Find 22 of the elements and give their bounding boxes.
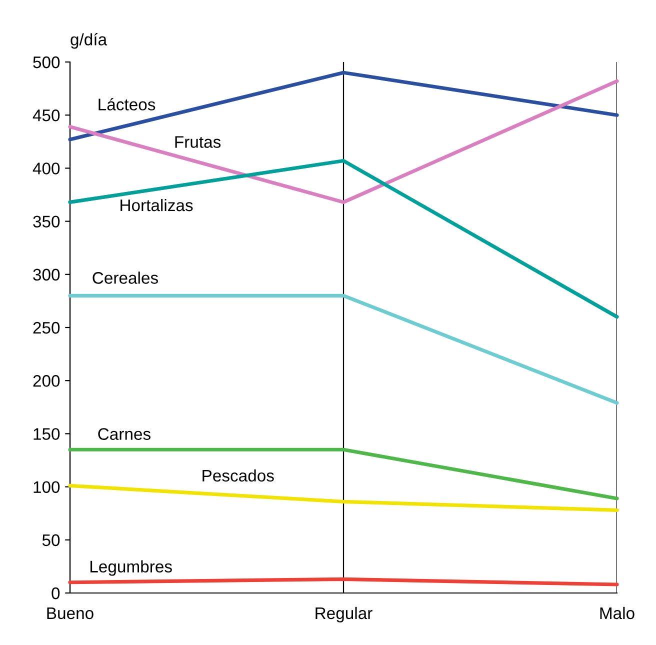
x-tick-label: Malo xyxy=(600,606,634,620)
series-label: Legumbres xyxy=(90,560,172,576)
y-axis-title: g/día xyxy=(70,32,108,49)
y-tick-label: 0 xyxy=(52,587,60,600)
y-tick-label: 500 xyxy=(33,56,60,68)
series-label: Hortalizas xyxy=(120,198,193,212)
y-tick-label: 400 xyxy=(32,162,60,174)
series-label: Lácteos xyxy=(98,98,156,110)
series-label: Frutas xyxy=(175,136,221,148)
series-label: Pescados xyxy=(202,469,274,482)
y-tick-label: 300 xyxy=(33,268,60,281)
y-tick-label: 150 xyxy=(34,428,60,440)
y-tick-label: 100 xyxy=(34,481,60,494)
y-tick-label: 200 xyxy=(33,375,60,387)
series-label: Carnes xyxy=(98,428,150,440)
y-tick-label: 450 xyxy=(32,110,60,122)
y-tick-label: 250 xyxy=(33,322,60,334)
y-tick-label: 350 xyxy=(33,216,60,228)
x-tick-label: Bueno xyxy=(47,608,94,620)
x-tick-label: Regular xyxy=(316,606,372,622)
y-tick-label: 50 xyxy=(42,534,60,546)
series-label: Cereales xyxy=(92,272,158,284)
